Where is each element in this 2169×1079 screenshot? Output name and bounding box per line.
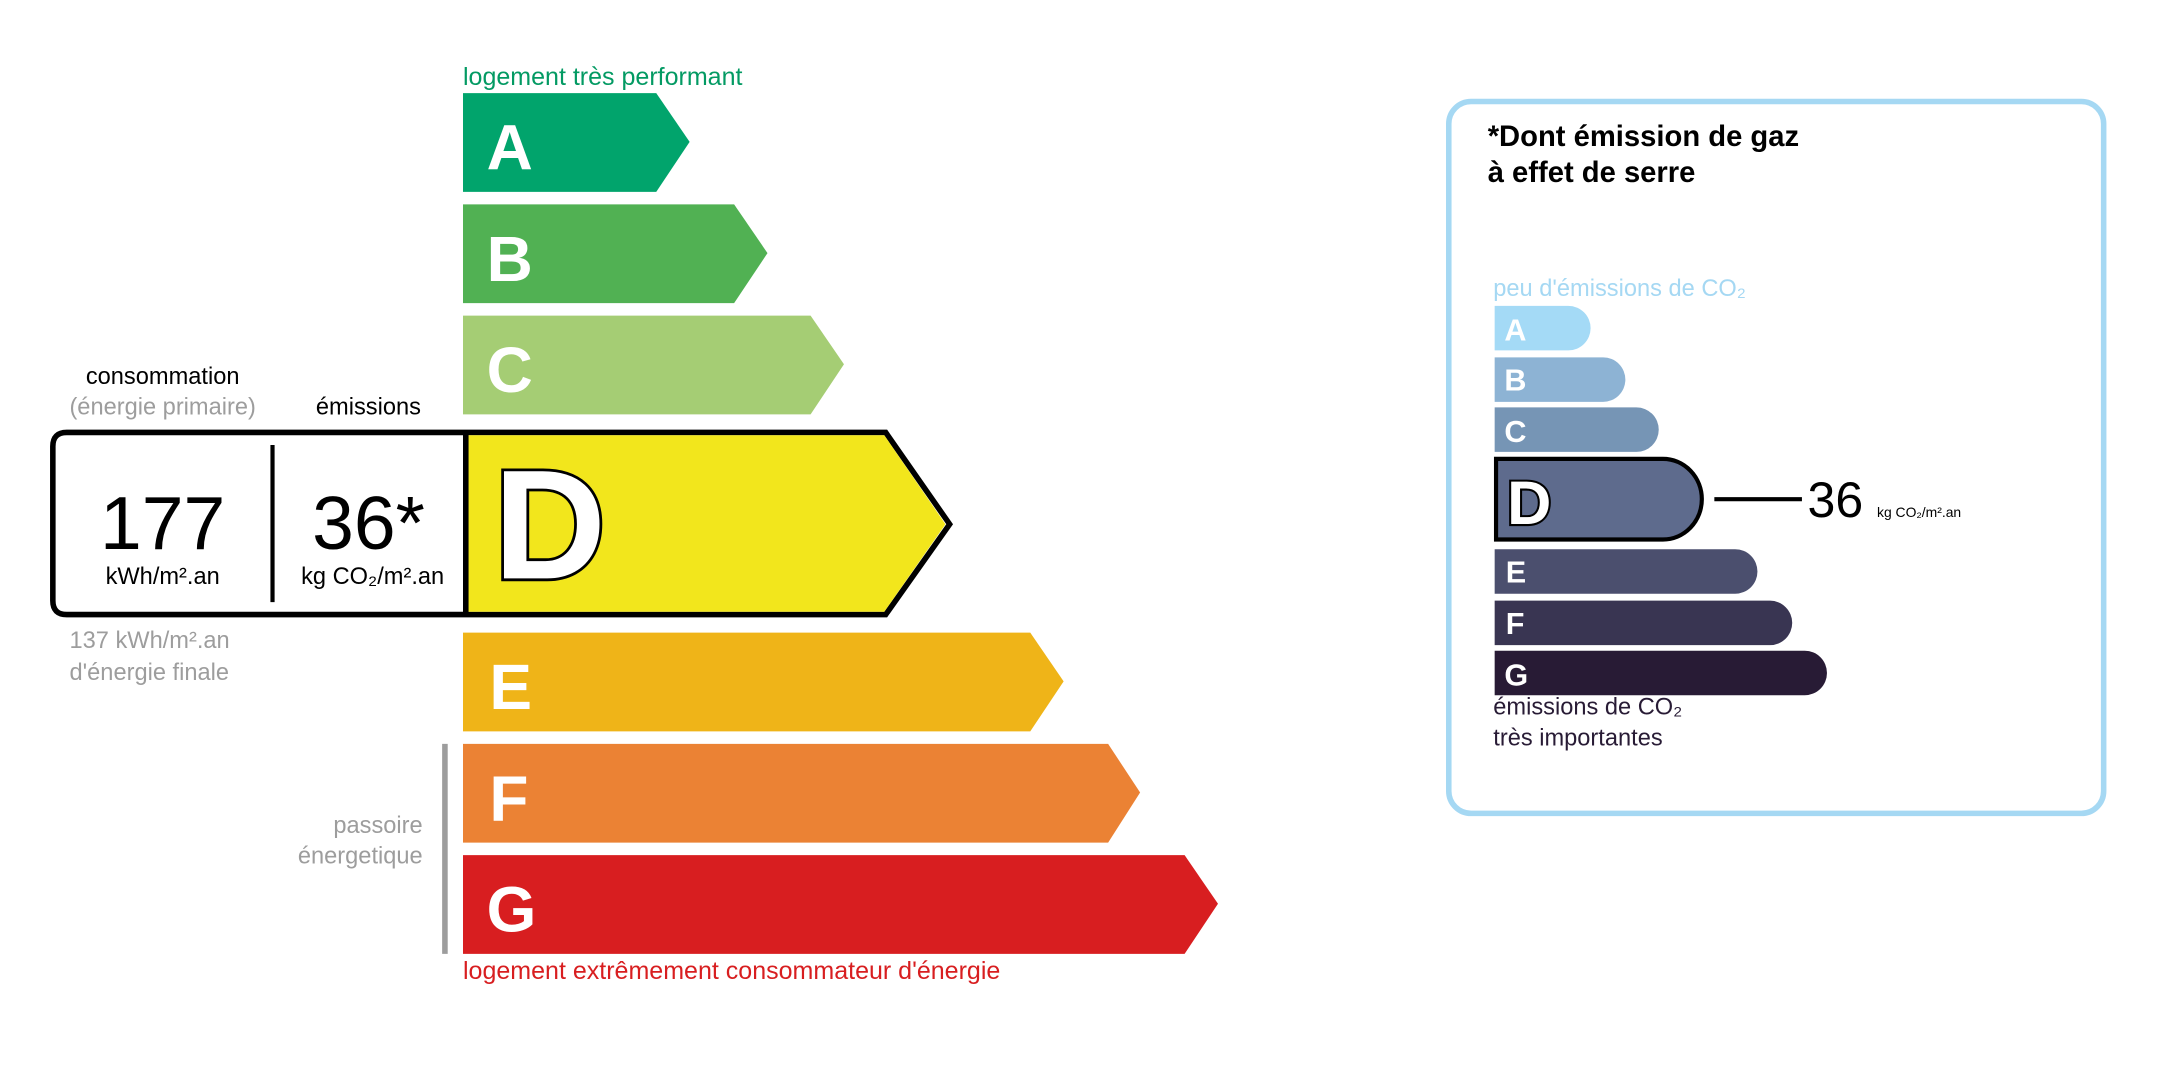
ges-title-1: *Dont émission de gaz — [1488, 121, 1799, 153]
ges-letter-a: A — [1504, 314, 1526, 348]
energy-bar-e — [462, 632, 1064, 732]
ges-bar-g — [1494, 650, 1827, 696]
top-label: logement très performant — [463, 63, 743, 91]
energy-class-a: A — [462, 93, 690, 192]
energy-letter-a: A — [487, 112, 533, 184]
energy-letter-b: B — [487, 223, 533, 295]
ges-value: 36 — [1808, 472, 1864, 528]
energy-bar-a — [462, 93, 690, 192]
energy-class-d-current: D 177 kWh/m².an 36* kg CO₂/m².an — [50, 429, 954, 618]
ges-letter-e: E — [1506, 556, 1526, 590]
ges-bar-a — [1494, 305, 1591, 351]
energy-bar-b — [462, 204, 768, 304]
primaire-label: (énergie primaire) — [69, 394, 255, 420]
energy-class-e: E — [462, 632, 1064, 732]
energy-letter-e: E — [489, 651, 532, 723]
energy-letter-d: D — [494, 437, 606, 611]
energy-letter-f: F — [489, 762, 528, 834]
final-energy-value: 137 kWh/m².an — [70, 628, 230, 654]
ges-bar-d — [1493, 456, 1704, 542]
bottom-label: logement extrêmement consommateur d'éner… — [463, 957, 1000, 985]
emission-unit: kg CO₂/m².an — [301, 564, 444, 590]
ges-bar-f — [1494, 600, 1793, 646]
consumption-value: 177 — [100, 481, 225, 565]
energy-bar-g — [462, 855, 1218, 954]
ges-bar-e — [1494, 549, 1758, 594]
ges-bar-b — [1494, 357, 1626, 402]
energy-bar-d — [467, 435, 946, 612]
energy-letter-c: C — [487, 334, 533, 406]
ges-title-2: à effet de serre — [1488, 157, 1696, 189]
ges-letter-d: D — [1507, 469, 1551, 537]
ges-panel: *Dont émission de gaz à effet de serre p… — [1446, 98, 2107, 817]
ges-bottom-label-2: très importantes — [1493, 725, 1662, 751]
energy-class-g: G — [462, 855, 1218, 954]
emission-value: 36* — [312, 481, 425, 565]
ges-letter-b: B — [1504, 364, 1526, 398]
energy-class-c: C — [462, 315, 844, 415]
energy-class-b: B — [462, 204, 768, 304]
consommation-label: consommation — [86, 364, 240, 390]
energy-class-f: F — [462, 743, 1141, 843]
ges-letter-f: F — [1506, 607, 1525, 641]
ges-unit: kg CO₂/m².an — [1877, 504, 1961, 520]
ges-top-label: peu d'émissions de CO₂ — [1493, 276, 1746, 302]
energy-bar-f — [462, 743, 1141, 843]
passoire-label-2: énergetique — [298, 843, 423, 869]
final-energy-label: d'énergie finale — [70, 660, 230, 686]
ges-letter-c: C — [1504, 415, 1526, 449]
emissions-label: émissions — [316, 394, 421, 420]
passoire-label-1: passoire — [333, 813, 422, 839]
ges-letter-g: G — [1504, 658, 1528, 692]
ges-bottom-label-1: émissions de CO₂ — [1493, 695, 1682, 721]
energy-letter-g: G — [487, 874, 537, 946]
consumption-unit: kWh/m².an — [106, 564, 220, 590]
energy-bar-c — [462, 315, 844, 415]
ges-bar-c — [1494, 407, 1659, 452]
